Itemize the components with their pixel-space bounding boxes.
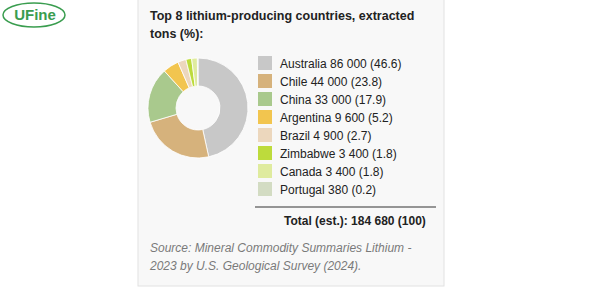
chart-svg: UFine Top 8 lithium-producing countries, … [0,0,600,301]
legend-swatch [258,92,272,106]
slice [150,114,209,158]
total-rule [255,207,436,208]
logo: UFine [3,3,65,27]
total-percentage: (100) [395,214,426,228]
text-line: Top 8 lithium-producing countries, extra… [150,9,414,23]
chart-container: UFine Top 8 lithium-producing countries, … [0,0,600,301]
legend-swatch [258,74,272,88]
legend-percentage: (0.2) [348,183,376,197]
logo-text: UFine [14,6,56,23]
legend-entry: Australia 86 000 (46.6) [280,57,401,71]
legend-value: 33 000 [311,93,351,107]
legend-value: 4 900 [310,129,344,143]
total: Total (est.): 184 680 (100) [284,214,426,228]
legend-category: Brazil [280,129,310,143]
slice [197,58,199,86]
legend-entry: Brazil 4 900 (2.7) [280,129,371,143]
legend-percentage: (23.8) [347,75,382,89]
legend-percentage: (2.7) [343,129,371,143]
legend-swatch [258,56,272,70]
legend-value: 3 400 [322,165,356,179]
legend-entry: Zimbabwe 3 400 (1.8) [280,147,397,161]
logo-badge [3,3,65,27]
text-line: tons (%): [150,27,203,41]
legend-percentage: (1.8) [355,165,383,179]
legend-value: 86 000 [327,57,367,71]
legend-entry: China 33 000 (17.9) [280,93,386,107]
legend-category: Zimbabwe [280,147,336,161]
text-line: Source: Mineral Commodity Summaries Lith… [150,241,411,255]
donut [148,58,248,158]
legend-value: 44 000 [307,75,347,89]
legend-percentage: (1.8) [369,147,397,161]
legend-entry: Chile 44 000 (23.8) [280,75,382,89]
legend-swatch [258,182,272,196]
title: Top 8 lithium-producing countries, extra… [150,9,414,41]
total-label: Total (est.): [284,214,348,228]
legend-entry: Canada 3 400 (1.8) [280,165,383,179]
panel [138,0,444,286]
legend-swatch [258,128,272,142]
text-line: 2023 by U.S. Geological Survey (2024). [149,259,361,273]
legend-percentage: (17.9) [351,93,386,107]
total-value: 184 680 [348,214,395,228]
legend-percentage: (46.6) [367,57,402,71]
legend-value: 380 [325,183,349,197]
slice [192,58,198,86]
legend-category: Portugal [280,183,325,197]
legend-value: 3 400 [335,147,369,161]
legend-swatch [258,164,272,178]
legend-swatch [258,110,272,124]
source: Source: Mineral Commodity Summaries Lith… [149,241,411,273]
legend-category: Canada [280,165,322,179]
legend-value: 9 600 [331,111,365,125]
legend: Australia 86 000 (46.6) Chile 44 000 (23.… [258,56,401,197]
legend-percentage: (5.2) [365,111,393,125]
legend-swatch [258,146,272,160]
legend-category: Australia [280,57,327,71]
legend-category: China [280,93,312,107]
legend-entry: Argentina 9 600 (5.2) [280,111,393,125]
legend-category: Argentina [280,111,332,125]
legend-entry: Portugal 380 (0.2) [280,183,376,197]
legend-category: Chile [280,75,308,89]
